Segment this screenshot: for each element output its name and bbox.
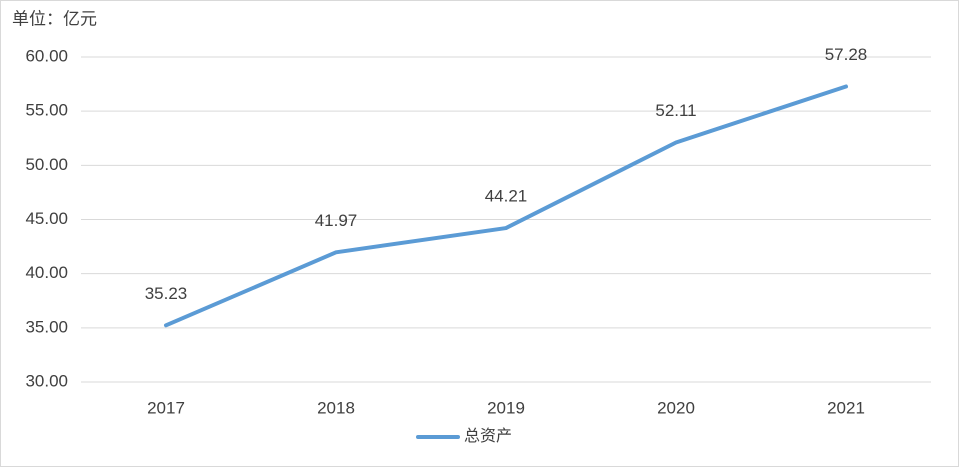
x-tick-label: 2021: [827, 398, 865, 417]
y-tick-label: 30.00: [25, 371, 68, 390]
x-tick-label: 2017: [147, 398, 185, 417]
x-tick-label: 2018: [317, 398, 355, 417]
legend-label: 总资产: [464, 427, 512, 445]
chart-title: 单位：亿元: [12, 9, 97, 28]
x-tick-label: 2020: [657, 398, 695, 417]
data-label: 52.11: [655, 101, 696, 120]
y-tick-label: 40.00: [25, 263, 68, 282]
data-label: 44.21: [485, 187, 528, 206]
data-label: 57.28: [825, 45, 868, 64]
data-label: 41.97: [315, 211, 358, 230]
y-tick-label: 60.00: [25, 46, 68, 65]
y-tick-label: 50.00: [25, 155, 68, 174]
y-tick-label: 35.00: [25, 317, 68, 336]
data-label: 35.23: [145, 284, 188, 303]
y-tick-label: 55.00: [25, 101, 68, 120]
x-tick-label: 2019: [487, 398, 525, 417]
line: [164, 84, 848, 328]
y-tick-label: 45.00: [25, 209, 68, 228]
